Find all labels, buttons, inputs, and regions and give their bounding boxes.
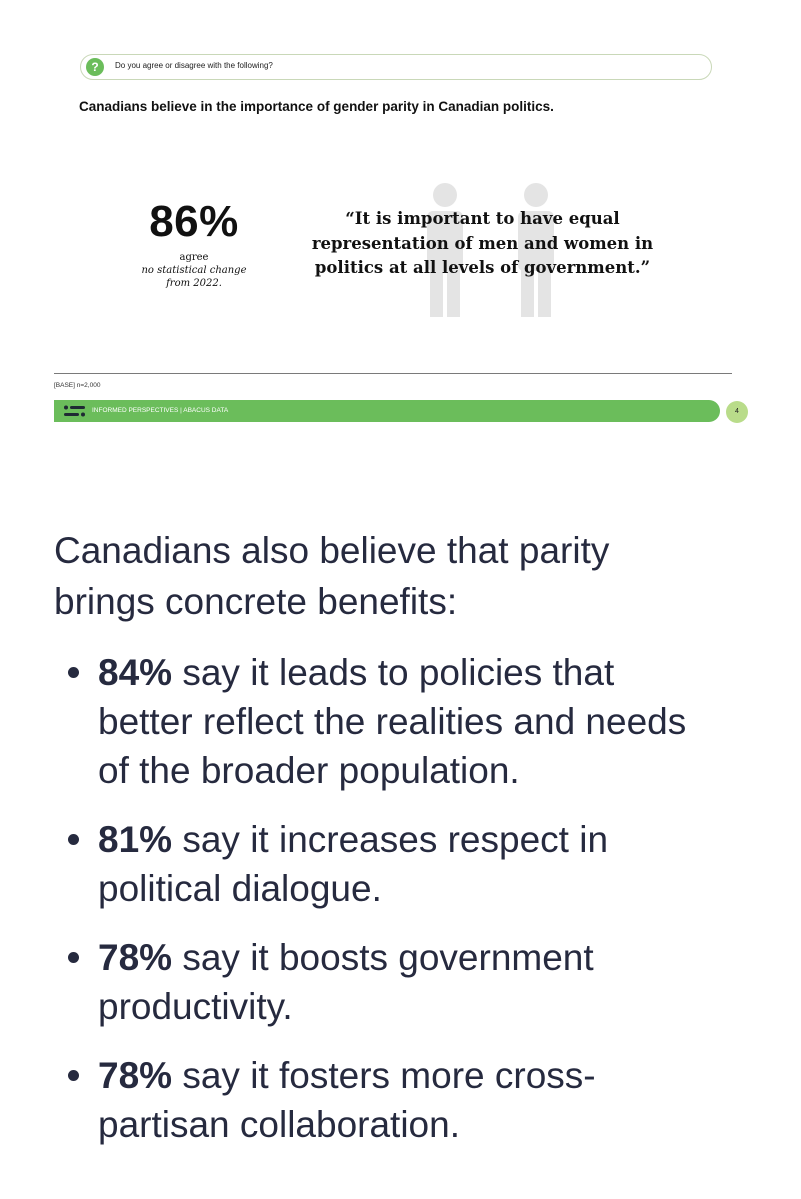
stat-note-line-2: from 2022.	[166, 278, 222, 289]
quote-line-2: representation of men and women in	[311, 233, 654, 253]
base-note: [BASE] n=2,000	[54, 382, 101, 389]
footer-bar: INFORMED PERSPECTIVES | ABACUS DATA	[54, 400, 720, 422]
benefit-percent: 78%	[98, 937, 173, 978]
benefit-text-line-3: of the broader population.	[98, 750, 520, 791]
quote-text: “It is important to have equal represent…	[290, 207, 675, 281]
bullet-icon	[68, 1070, 79, 1081]
survey-slide: ? Do you agree or disagree with the foll…	[0, 0, 801, 440]
benefit-percent: 81%	[98, 819, 173, 860]
abacus-logo-icon	[64, 405, 85, 417]
intro-line-1: Canadians also believe that parity	[54, 530, 610, 571]
footer-text: INFORMED PERSPECTIVES | ABACUS DATA	[92, 407, 229, 414]
benefit-text-line-2: better reflect the realities and needs	[98, 701, 687, 742]
benefit-text-line-2: productivity.	[98, 986, 293, 1027]
question-mark-icon: ?	[86, 58, 104, 76]
benefits-list: 84% say it leads to policies that better…	[54, 648, 754, 1149]
benefit-text-line-1: say it increases respect in	[172, 819, 609, 860]
intro-paragraph: Canadians also believe that parity bring…	[54, 525, 754, 627]
quote-line-3: politics at all levels of government.”	[314, 258, 651, 277]
intro-line-2: brings concrete benefits:	[54, 581, 458, 622]
quote-line-1: “It is important to have equal	[345, 209, 620, 228]
question-bar: ? Do you agree or disagree with the foll…	[80, 54, 712, 80]
benefit-text-line-1: say it leads to policies that	[172, 652, 615, 693]
benefit-percent: 78%	[98, 1055, 173, 1096]
stat-value: 86%	[149, 197, 239, 246]
list-item: 78% say it boosts government productivit…	[54, 933, 754, 1031]
divider-line	[54, 373, 732, 374]
list-item: 78% say it fosters more cross- partisan …	[54, 1051, 754, 1149]
question-text: Do you agree or disagree with the follow…	[115, 61, 273, 70]
people-figures-icon	[427, 183, 554, 317]
benefit-text-line-2: partisan collaboration.	[98, 1104, 460, 1145]
list-item: 81% say it increases respect in politica…	[54, 815, 754, 913]
stat-block: 86% agree no statistical change from 202…	[128, 195, 260, 290]
benefit-text-line-1: say it boosts government	[172, 937, 594, 978]
list-item: 84% say it leads to policies that better…	[54, 648, 754, 795]
benefit-percent: 84%	[98, 652, 173, 693]
bullet-icon	[68, 834, 79, 845]
stat-label: agree	[179, 252, 209, 263]
bullet-icon	[68, 952, 79, 963]
stat-note-line-1: no statistical change	[141, 265, 247, 276]
benefit-text-line-2: political dialogue.	[98, 868, 382, 909]
bullet-icon	[68, 667, 79, 678]
article-body: Canadians also believe that parity bring…	[54, 525, 754, 1169]
page-number: 4	[726, 401, 748, 423]
slide-headline: Canadians believe in the importance of g…	[79, 99, 554, 114]
benefit-text-line-1: say it fosters more cross-	[172, 1055, 596, 1096]
